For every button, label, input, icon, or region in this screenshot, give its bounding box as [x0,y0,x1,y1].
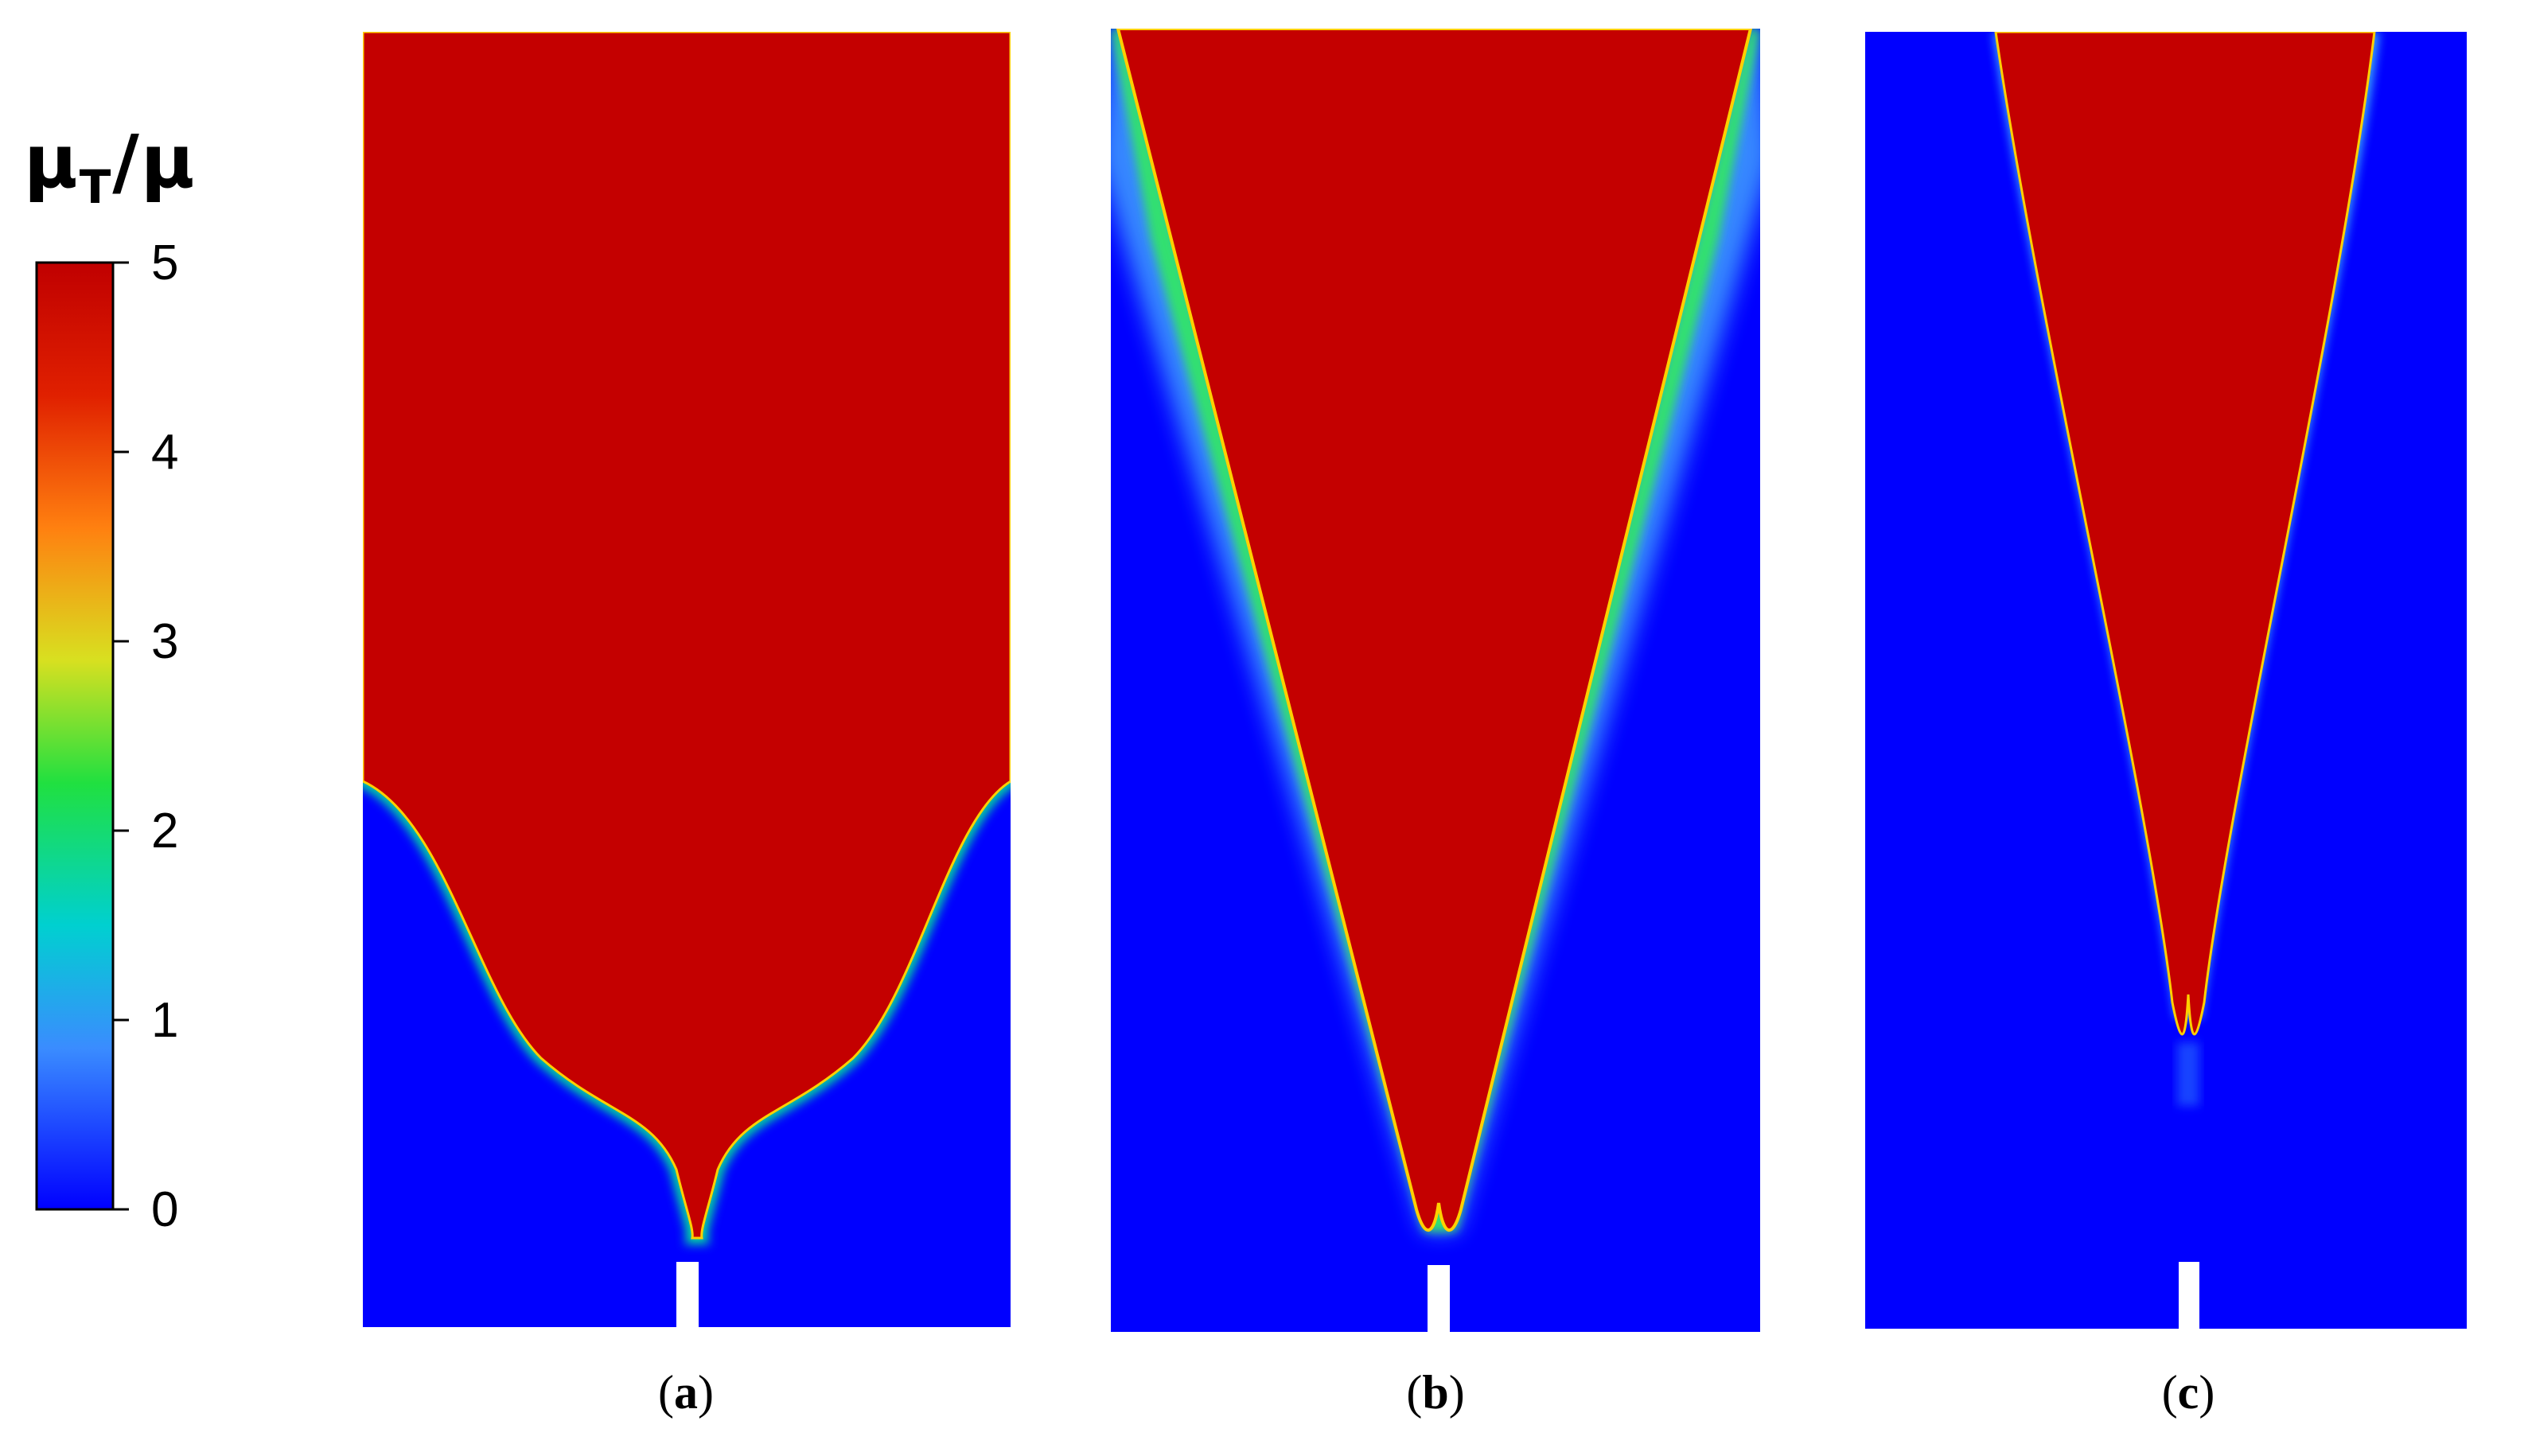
panel-label-a: (a) [658,1366,714,1419]
colorbar-tick-label: 5 [151,236,179,290]
panel-label-b: (b) [1406,1366,1465,1419]
panel-b-field [1111,29,1760,1332]
panel-a-field [363,32,1011,1327]
colorbar-tick-label: 4 [151,425,179,480]
colorbar-tick-label: 3 [151,614,179,669]
colorbar-ticks [113,261,129,1211]
colorbar-tick-label: 0 [151,1182,179,1237]
colorbar-tick-label: 2 [151,804,179,858]
colorbar-tick-label: 1 [151,993,179,1048]
colorbar-title: μT/μ [24,119,197,214]
panel-a-slot [676,1262,699,1327]
panel-c-field [1865,32,2467,1329]
panel-label-c: (c) [2161,1366,2215,1419]
panel-b-slot [1428,1265,1450,1332]
colorbar [35,261,115,1211]
panel-c-slot [2179,1262,2199,1329]
